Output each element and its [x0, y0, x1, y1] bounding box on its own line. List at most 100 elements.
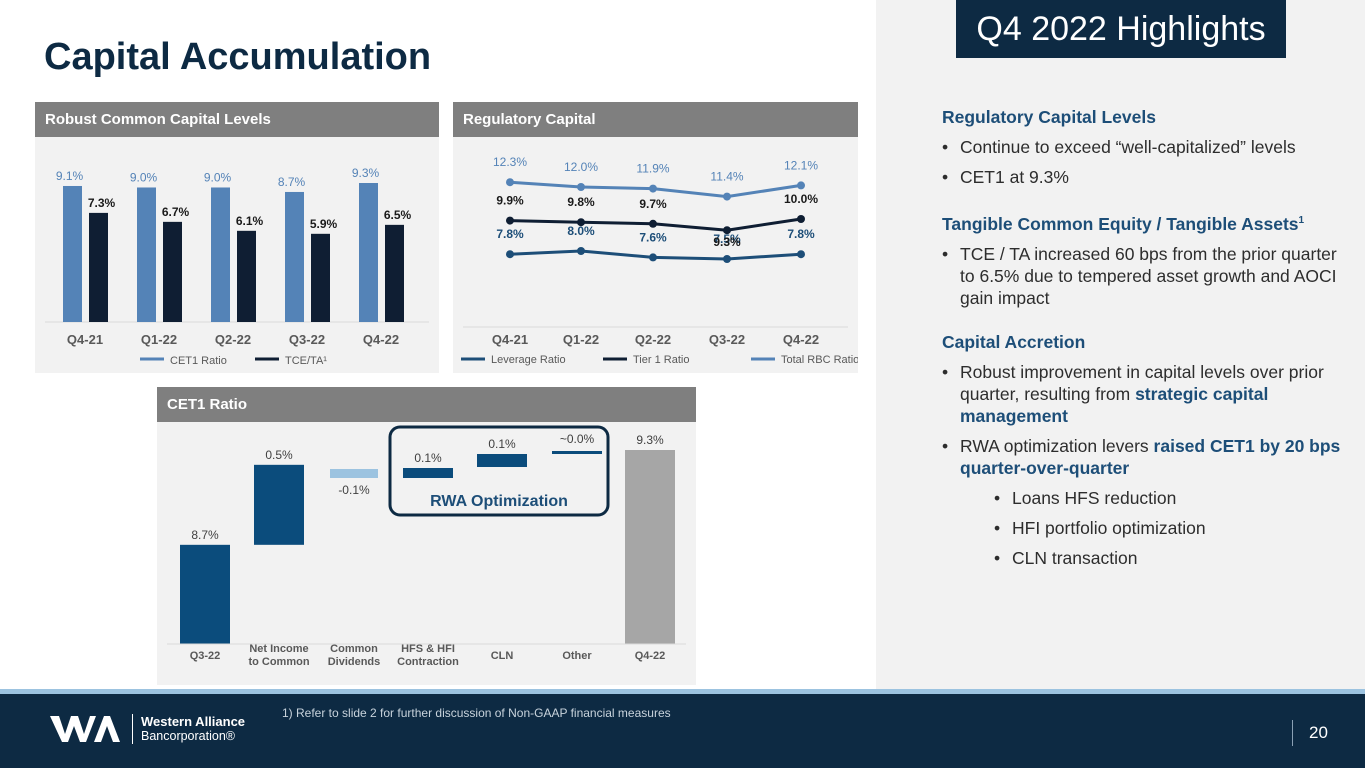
bullet-item: • CET1 at 9.3%: [942, 167, 1069, 187]
highlights-badge: Q4 2022 Highlights: [956, 0, 1286, 58]
x-tick-label: Q4-22: [363, 332, 399, 347]
bar-cet1: [63, 185, 82, 322]
data-label: 0.1%: [414, 451, 442, 465]
data-label: 9.1%: [56, 169, 84, 183]
regulatory-capital-chart: 7.8% 8.0% 7.6% 7.5% 7.8% 9.9% 9.8% 9.7% 9.3% 10.0…: [461, 155, 858, 366]
section-title-regulatory: Regulatory Capital Levels: [942, 107, 1156, 127]
x-tick-label: Q3-22: [190, 650, 221, 662]
x-tick-label: HFS & HFI Contraction: [397, 643, 459, 668]
x-tick-label: Other: [562, 650, 592, 662]
logo-line2: Bancorporation®: [141, 729, 235, 743]
data-label: 8.0%: [567, 224, 595, 238]
robust-capital-panel: Robust Common Capital Levels 9.1% 7.3% Q4-…: [35, 102, 439, 373]
x-tick-label: Common Dividends: [328, 643, 381, 668]
data-label: 9.8%: [567, 195, 595, 209]
data-label: 9.3%: [352, 166, 380, 180]
cet1-waterfall-chart: 8.7% Q3-22 0.5% Net Income to Common -0.1% Com…: [167, 425, 686, 668]
x-tick-label: Q1-22: [141, 332, 177, 347]
bar-cet1: [359, 183, 378, 322]
data-label: 12.1%: [784, 158, 818, 172]
data-point: [577, 247, 585, 255]
bar-tce: [311, 233, 330, 322]
robust-capital-header: Robust Common Capital Levels: [35, 102, 439, 137]
bar-tce: [163, 221, 182, 322]
waterfall-bar: [552, 451, 602, 454]
bullet-item: • Continue to exceed “well-capitalized” l…: [942, 137, 1296, 157]
waterfall-bar: [403, 468, 453, 478]
cet1-ratio-header: CET1 Ratio: [157, 387, 696, 422]
wa-logo-icon: [50, 716, 120, 742]
waterfall-bar: [477, 454, 527, 467]
data-point: [723, 192, 731, 201]
x-tick-label: Q3-22: [709, 332, 745, 347]
bar-cet1: [211, 187, 230, 322]
x-tick-label: Q4-22: [635, 650, 666, 662]
legend-label: Leverage Ratio: [491, 354, 566, 366]
data-label: 11.9%: [636, 162, 669, 176]
legend-label: Total RBC Ratio: [781, 354, 858, 366]
section-title-tce: Tangible Common Equity / Tangible Assets…: [942, 213, 1305, 234]
waterfall-bar: [625, 450, 675, 644]
data-point: [797, 250, 805, 259]
bullet-item: • Robust improvement in capital levels ov…: [942, 361, 1324, 426]
sub-bullet-item: • HFI portfolio optimization: [994, 517, 1206, 538]
data-label: 6.1%: [236, 214, 264, 228]
data-label: 0.5%: [265, 448, 293, 462]
data-point: [506, 216, 514, 225]
data-label: ~0.0%: [560, 432, 595, 446]
data-point: [649, 253, 657, 262]
data-label: 8.7%: [191, 528, 219, 542]
bar-tce: [89, 212, 108, 322]
data-label: 6.7%: [162, 205, 190, 219]
sub-bullet-item: • CLN transaction: [994, 547, 1138, 568]
footer-bar: [0, 694, 1365, 768]
x-tick-label: CLN: [491, 650, 514, 662]
data-label: 7.3%: [88, 196, 116, 210]
page-number: 20: [1292, 720, 1328, 746]
data-label: 8.7%: [278, 175, 306, 189]
data-point: [797, 181, 805, 190]
data-label: 9.3%: [636, 433, 664, 447]
rwa-optimization-label: RWA Optimization: [430, 493, 568, 510]
rwa-optimization-box: [388, 425, 610, 517]
data-label: 0.1%: [488, 437, 516, 451]
x-tick-label: Net Income to Common: [248, 643, 309, 668]
company-logo: Western Alliance Bancorporation®: [50, 714, 245, 744]
bullet-item: • TCE / TA increased 60 bps from the prio…: [942, 243, 1337, 308]
x-tick-label: Q2-22: [635, 332, 671, 347]
data-point: [797, 215, 805, 223]
logo-line1: Western Alliance: [141, 714, 246, 729]
data-label: 7.5%: [713, 232, 741, 246]
legend-label: Tier 1 Ratio: [633, 354, 689, 366]
data-label: 6.5%: [384, 208, 412, 222]
highlights-list: Regulatory Capital Levels • Continue to e…: [942, 106, 1342, 577]
regulatory-capital-panel: Regulatory Capital 7.8% 8.0% 7.6% 7.5% 7.8% 9…: [453, 102, 858, 373]
data-label: 9.3%: [713, 235, 741, 249]
data-label: 10.0%: [784, 192, 818, 206]
x-tick-label: Q4-21: [492, 332, 528, 347]
data-point: [723, 255, 731, 263]
data-label: 9.0%: [204, 170, 232, 184]
legend-label: TCE/TA¹: [285, 355, 327, 367]
data-label: 7.6%: [639, 230, 667, 244]
data-point: [577, 183, 585, 191]
x-tick-label: Q1-22: [563, 332, 599, 347]
data-point: [723, 226, 731, 235]
bar-cet1: [137, 187, 156, 322]
x-tick-label: Q4-22: [783, 332, 819, 347]
data-label: 12.3%: [493, 155, 527, 169]
regulatory-capital-header: Regulatory Capital: [453, 102, 858, 137]
data-label: 7.8%: [496, 227, 524, 241]
data-label: 7.8%: [787, 227, 815, 241]
data-point: [649, 184, 657, 193]
bar-cet1: [285, 191, 304, 322]
highlights-panel: [876, 0, 1365, 692]
x-tick-label: Q3-22: [289, 332, 325, 347]
data-point: [577, 218, 585, 227]
bar-tce: [237, 230, 256, 322]
data-label: 9.7%: [639, 197, 667, 211]
cet1-ratio-panel: CET1 Ratio 8.7% Q3-22 0.5% Net Income to Com…: [157, 387, 696, 685]
x-tick-label: Q4-21: [67, 332, 103, 347]
legend-label: CET1 Ratio: [170, 355, 227, 367]
data-label: -0.1%: [338, 483, 370, 497]
